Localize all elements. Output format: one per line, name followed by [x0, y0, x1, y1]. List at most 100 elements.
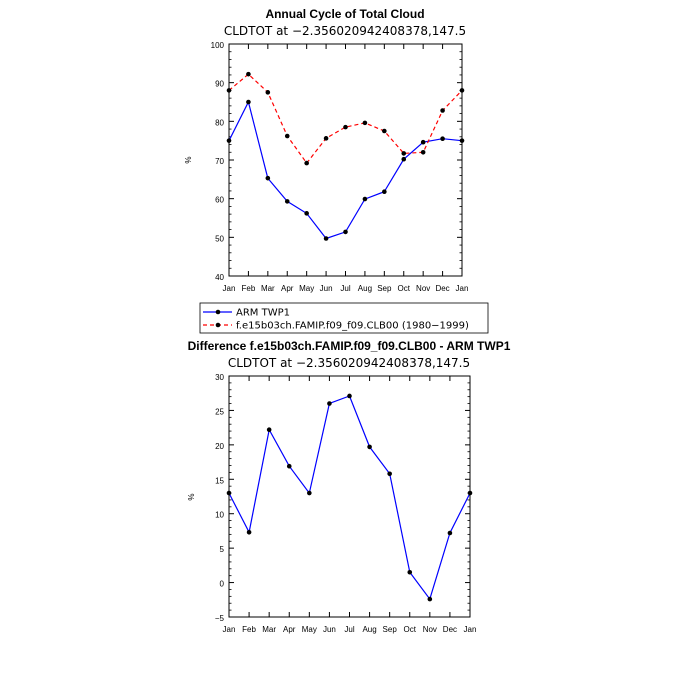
data-point [284, 133, 290, 139]
data-point [382, 128, 387, 134]
y-tick-label: 70 [215, 157, 224, 166]
legend-box [199, 302, 489, 334]
series-line [228, 100, 463, 240]
x-tick-label: Jul [344, 625, 354, 634]
data-point [327, 401, 332, 406]
x-tick-label: Jun [320, 284, 333, 293]
difference-panel: Difference f.e15b03ch.FAMIP.f09_f09.CLB0… [187, 339, 511, 634]
x-tick-label: Nov [423, 625, 437, 634]
data-point [226, 490, 232, 496]
x-tick-label: Mar [262, 625, 276, 634]
data-point [265, 90, 271, 95]
data-point [266, 427, 272, 433]
data-point [362, 120, 368, 126]
data-point [459, 138, 465, 143]
y-tick-label: 20 [215, 442, 224, 451]
axes: Jan Feb Mar Apr May Jun Jul Aug Sep Oct Nov Dec Jan 4… [211, 41, 469, 293]
x-tick-label: Dec [443, 625, 457, 634]
legend-marker-model [215, 322, 221, 328]
data-point [246, 530, 252, 535]
legend-label-arm: ARM TWP1 [236, 308, 290, 319]
x-tick-label: Aug [362, 625, 376, 634]
series-line [228, 395, 471, 601]
data-point [284, 199, 290, 204]
data-point [401, 156, 407, 162]
x-tick-label: Jul [340, 284, 350, 293]
data-point [440, 136, 445, 142]
legend-label-model: f.e15b03ch.FAMIP.f09_f09.CLB00 (1980−199… [236, 321, 469, 332]
data-point [286, 463, 292, 469]
data-point [459, 88, 465, 93]
data-point [440, 108, 445, 113]
data-point [304, 160, 309, 166]
data-point [307, 490, 312, 496]
data-point [347, 393, 352, 399]
x-tick-label: Oct [398, 284, 411, 293]
y-tick-label: 15 [215, 476, 224, 485]
data-point [343, 124, 348, 130]
x-tick-label: Sep [383, 625, 398, 634]
y-tick-label: 50 [215, 234, 224, 243]
axes: Jan Feb Mar Apr May Jun Jul Aug Sep Oct Nov Dec Jan −… [215, 373, 477, 634]
chart-title: Difference f.e15b03ch.FAMIP.f09_f09.CLB0… [188, 339, 511, 353]
y-tick-label: 5 [220, 545, 225, 554]
data-point [323, 236, 329, 241]
x-tick-label: Aug [358, 284, 372, 293]
data-point [246, 99, 251, 105]
y-tick-label: 0 [220, 580, 225, 589]
x-tick-label: Oct [404, 625, 417, 634]
x-tick-label: Mar [261, 284, 275, 293]
plot-frame [228, 375, 471, 618]
legend-marker-arm [215, 309, 221, 315]
data-point [420, 149, 426, 155]
x-tick-label: Sep [377, 284, 392, 293]
y-axis-label: % [184, 156, 193, 163]
data-point [447, 530, 453, 536]
y-axis-label: % [187, 493, 196, 500]
data-point [265, 175, 271, 181]
x-tick-label: Jan [223, 625, 236, 634]
series-group [226, 71, 465, 241]
data-point [343, 229, 348, 235]
data-point [427, 596, 433, 602]
data-point [304, 211, 309, 216]
data-point [226, 88, 232, 93]
data-point [246, 71, 251, 77]
data-point [323, 136, 329, 141]
y-tick-label: 90 [215, 80, 224, 89]
y-tick-label: 100 [211, 41, 225, 50]
data-point [420, 139, 426, 145]
data-point [367, 444, 372, 450]
x-tick-label: Dec [435, 284, 449, 293]
x-tick-label: May [302, 625, 317, 634]
plot-frame [228, 43, 463, 277]
data-point [362, 196, 368, 202]
data-point [226, 138, 232, 143]
x-tick-label: Feb [242, 284, 256, 293]
chart-title: Annual Cycle of Total Cloud [265, 7, 424, 21]
x-tick-label: May [299, 284, 314, 293]
series-group [226, 393, 473, 602]
chart-subtitle: CLDTOT at −2.356020942408378,147.5 [228, 356, 470, 370]
data-point [401, 151, 407, 156]
data-point [382, 189, 387, 195]
x-tick-label: Jan [223, 284, 236, 293]
chart-subtitle: CLDTOT at −2.356020942408378,147.5 [224, 24, 466, 38]
data-point [387, 471, 392, 477]
y-tick-label: −5 [215, 614, 225, 623]
x-tick-label: Nov [416, 284, 430, 293]
y-tick-label: 80 [215, 118, 224, 127]
x-tick-label: Jan [456, 284, 469, 293]
x-tick-label: Jan [464, 625, 477, 634]
y-tick-label: 30 [215, 373, 224, 382]
series-line [228, 73, 463, 165]
y-tick-label: 10 [215, 511, 224, 520]
x-tick-label: Feb [242, 625, 256, 634]
legend: ARM TWP1 f.e15b03ch.FAMIP.f09_f09.CLB00 … [199, 302, 489, 334]
y-tick-label: 60 [215, 196, 224, 205]
annual-cycle-panel: Annual Cycle of Total Cloud CLDTOT at −2… [184, 7, 468, 293]
x-tick-label: Apr [283, 625, 296, 634]
y-tick-label: 25 [215, 407, 224, 416]
y-tick-label: 40 [215, 273, 224, 282]
